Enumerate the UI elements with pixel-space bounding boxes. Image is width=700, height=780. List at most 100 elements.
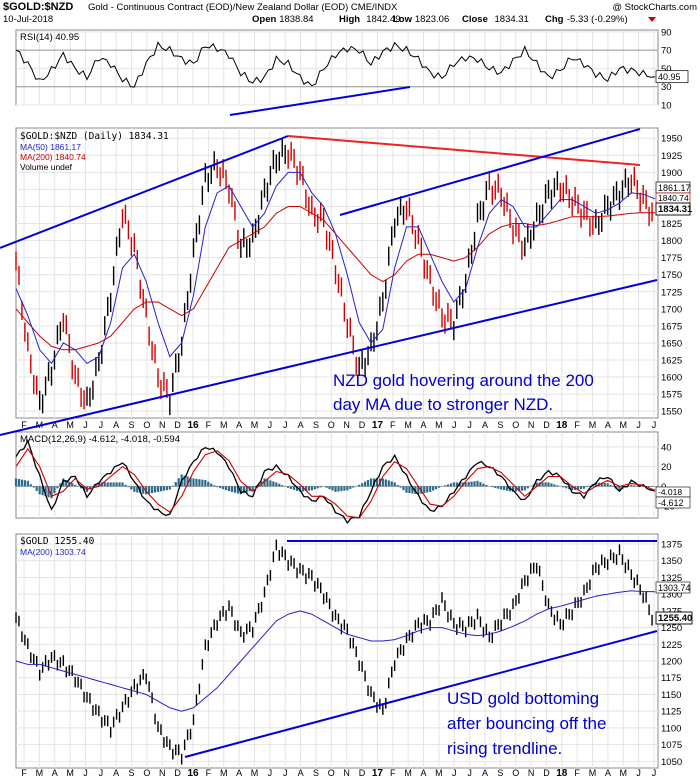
y-tick-label: 1050	[661, 757, 682, 768]
x-tick-label: N	[528, 420, 535, 430]
chart-symbol: $GOLD:$NZD	[3, 1, 73, 13]
x-tick-label: A	[236, 420, 242, 430]
ma50-last-label: 1861.17	[658, 183, 691, 193]
gold-ma200-box	[655, 581, 691, 594]
x-tick-label: M	[435, 768, 443, 778]
price-mid-channel	[339, 128, 641, 216]
y-tick-label: 1200	[661, 657, 682, 668]
y-tick-label: 1750	[661, 270, 682, 281]
x-tick-label: A	[236, 768, 242, 778]
x-tick-label: M	[66, 768, 74, 778]
x-tick-label: O	[512, 768, 519, 778]
y-tick-label: 1900	[661, 168, 682, 179]
x-tick-label: J	[452, 420, 457, 430]
x-tick-label: A	[482, 420, 488, 430]
y-tick-label: 1300	[661, 590, 682, 601]
x-tick-label: J	[83, 768, 88, 778]
x-tick-label: A	[605, 420, 611, 430]
y-tick-label: 1350	[661, 556, 682, 567]
x-tick-label: F	[206, 420, 212, 430]
chart-description: Gold - Continuous Contract (EOD)/New Zea…	[88, 2, 398, 13]
panel-frame-price	[15, 127, 659, 419]
x-tick-label: O	[512, 420, 519, 430]
y-tick-label: 1800	[661, 236, 682, 247]
ohlc-value-2: 1823.06	[415, 14, 449, 25]
y-tick-label: 20	[661, 462, 672, 473]
ohlc-label-0: Open	[252, 14, 276, 25]
rsi-line	[15, 41, 656, 88]
x-tick-label: A	[298, 420, 304, 430]
x-tick-label: 17	[372, 768, 384, 779]
nzd-annotation-line2: day MA due to stronger NZD.	[333, 395, 553, 414]
x-tick-label: O	[143, 768, 150, 778]
macd-signal-label: -4.018	[658, 487, 682, 497]
x-tick-label: A	[298, 768, 304, 778]
x-tick-label: F	[21, 768, 27, 778]
x-tick-label: J	[283, 768, 288, 778]
y-tick-label: 1375	[661, 540, 682, 551]
x-tick-label: O	[328, 420, 335, 430]
usd-annotation-line2: after bouncing off the	[447, 714, 606, 733]
x-tick-label: A	[113, 420, 119, 430]
x-tick-label: M	[589, 420, 597, 430]
x-tick-label: O	[328, 768, 335, 778]
x-tick-label: J	[467, 420, 472, 430]
y-tick-label: 1150	[661, 690, 681, 701]
x-tick-label: S	[129, 420, 135, 430]
x-tick-label: F	[574, 420, 580, 430]
close-last-label: 1834.31	[658, 204, 693, 215]
y-tick-label: 1650	[661, 338, 682, 349]
x-tick-label: 18	[556, 420, 568, 431]
x-tick-label: 17	[372, 420, 384, 431]
rsi-title: RSI(14) 40.95	[20, 32, 79, 43]
x-tick-label: D	[174, 768, 181, 778]
y-tick-label: 70	[661, 46, 672, 57]
x-tick-label: M	[220, 768, 228, 778]
price-lower-channel	[0, 279, 658, 436]
ohlc-value-1: 1842.49	[366, 14, 400, 25]
x-tick-label: M	[251, 768, 259, 778]
x-tick-label: M	[36, 768, 44, 778]
ohlc-value-0: 1838.84	[279, 14, 313, 25]
x-tick-label: M	[404, 768, 412, 778]
x-tick-label: A	[52, 768, 58, 778]
x-tick-label: J	[99, 768, 104, 778]
x-tick-label: N	[159, 420, 166, 430]
y-tick-label: 1600	[661, 373, 682, 384]
gold-usd-ma200-line	[15, 590, 656, 712]
y-tick-label: 30	[661, 82, 672, 93]
rsi-trendline	[229, 86, 411, 116]
y-tick-label: 50	[661, 64, 672, 75]
x-tick-label: M	[589, 768, 597, 778]
macd-signal-line	[15, 447, 656, 519]
x-tick-label: D	[543, 768, 550, 778]
y-tick-label: 1325	[661, 573, 682, 584]
ma200-last-label: 1840.74	[658, 193, 689, 203]
price-resistance-line	[287, 135, 641, 166]
ohlc-label-4: Chg	[545, 14, 564, 25]
y-tick-label: 1625	[661, 356, 682, 367]
ohlc-value-4: -5.33 (-0.29%)	[567, 14, 628, 25]
legend-gold-ma200: MA(200) 1303.74	[20, 547, 86, 557]
x-tick-label: J	[99, 420, 104, 430]
price-title: $GOLD:$NZD (Daily) 1834.31	[20, 131, 169, 142]
x-tick-label: J	[452, 768, 457, 778]
close-last-box	[655, 202, 691, 216]
x-tick-label: M	[251, 420, 259, 430]
price-upper-channel	[0, 135, 289, 249]
price-ma50-line	[15, 171, 656, 365]
x-tick-label: 16	[187, 420, 199, 431]
x-tick-label: D	[543, 420, 550, 430]
chart-date: 10-Jul-2018	[3, 14, 53, 25]
y-tick-label: 1575	[661, 390, 682, 401]
x-tick-label: J	[636, 768, 641, 778]
x-tick-label: 18	[556, 768, 568, 779]
x-tick-label: A	[421, 768, 427, 778]
x-tick-label: S	[313, 420, 319, 430]
y-tick-label: 1175	[661, 673, 681, 684]
x-tick-label: M	[620, 768, 628, 778]
y-tick-label: 1075	[661, 740, 682, 751]
x-tick-label: M	[435, 420, 443, 430]
x-tick-label: A	[482, 768, 488, 778]
